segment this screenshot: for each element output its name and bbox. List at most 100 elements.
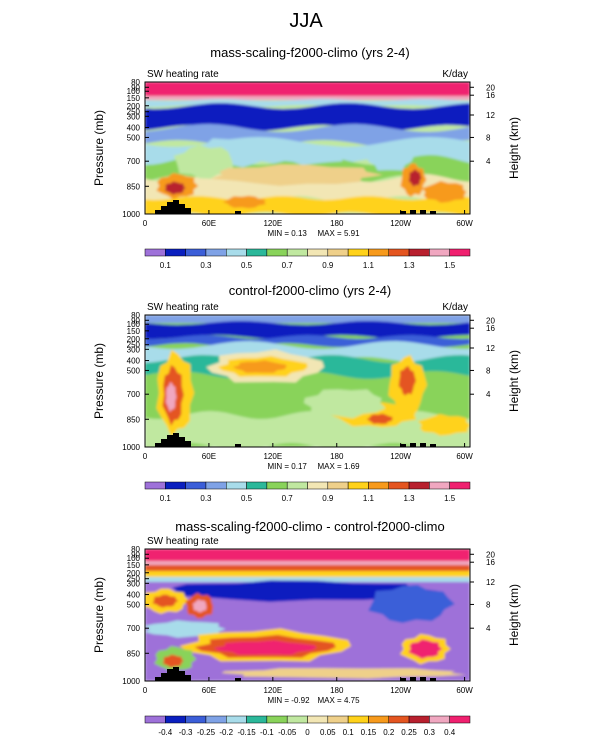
field-blob <box>164 181 186 195</box>
colorbar-swatch <box>388 715 410 724</box>
topography <box>400 444 406 447</box>
colorbar-swatch <box>144 715 166 724</box>
colorbar-swatch <box>429 481 450 490</box>
max-label: MAX = 4.75 <box>318 696 361 705</box>
pressure-tick-label: 250 <box>127 108 141 117</box>
lon-tick-label: 120E <box>263 452 282 461</box>
field-blob <box>271 143 349 165</box>
max-label: MAX = 1.69 <box>318 462 361 471</box>
lon-tick-label: 60E <box>202 452 216 461</box>
colorbar-swatch <box>185 248 207 257</box>
topography <box>430 211 436 214</box>
pressure-tick-label: 150 <box>127 561 141 570</box>
topography <box>235 678 241 681</box>
colorbar-swatch <box>449 248 471 257</box>
panel-1-title: mass-scaling-f2000-climo (yrs 2-4) <box>210 45 410 60</box>
height-tick-label: 12 <box>486 111 495 120</box>
height-tick-label: 8 <box>486 366 491 375</box>
pressure-tick-label: 250 <box>127 575 141 584</box>
colorbar-label: 0.5 <box>241 494 253 503</box>
colorbar-swatch <box>246 715 268 724</box>
colorbar-label: 0.05 <box>320 728 336 737</box>
topography <box>420 443 426 447</box>
topography <box>161 439 167 447</box>
height-tick-label: 12 <box>486 344 495 353</box>
topography <box>155 443 161 447</box>
colorbar-swatch <box>449 481 471 490</box>
colorbar-swatch <box>327 248 349 257</box>
panel-2-title: control-f2000-climo (yrs 2-4) <box>228 283 392 298</box>
colorbar-label: 1.1 <box>363 261 375 270</box>
colorbar: 0.1 0.3 0.5 0.7 0.9 1.1 1.3 1.5 <box>144 248 471 270</box>
topography <box>410 677 416 681</box>
plot-frame <box>144 548 471 682</box>
field-blob <box>366 413 393 424</box>
colorbar-swatch <box>429 248 450 257</box>
figure-title: JJA <box>289 10 323 32</box>
contour-field <box>145 82 470 214</box>
lon-tick-label: 180 <box>330 219 344 228</box>
field-blob <box>158 580 438 602</box>
field-blob <box>165 382 177 413</box>
colorbar-label: 1.1 <box>363 494 375 503</box>
colorbar-label: 0.25 <box>401 728 417 737</box>
pressure-tick-label: 1000 <box>122 443 140 452</box>
y2-axis-title: Height (km) <box>507 584 521 646</box>
colorbar-swatch <box>408 715 430 724</box>
colorbar-swatch <box>144 248 166 257</box>
pressure-tick-label: 400 <box>127 357 141 366</box>
field-blob <box>213 640 317 655</box>
field-band <box>145 174 470 204</box>
topography <box>235 444 241 447</box>
lon-tick-label: 120W <box>390 219 411 228</box>
min-label: MIN = -0.92 <box>268 696 311 705</box>
field-band <box>145 571 470 577</box>
panel-left-label: SW heating rate <box>147 302 219 313</box>
pressure-tick-label: 100 <box>127 320 141 329</box>
colorbar-swatch <box>205 481 227 490</box>
pressure-tick-label: 150 <box>127 94 141 103</box>
pressure-tick-label: 90 <box>131 550 140 559</box>
colorbar-swatch <box>286 248 308 257</box>
topography <box>161 206 167 214</box>
plot-frame <box>144 81 471 215</box>
panel-left-label: SW heating rate <box>147 536 219 547</box>
pressure-tick-label: 500 <box>127 366 141 375</box>
field-band <box>145 577 470 582</box>
colorbar-label: 0.3 <box>424 728 436 737</box>
panel-units: K/day <box>442 302 468 313</box>
topography <box>155 210 161 214</box>
colorbar-swatch <box>205 715 227 724</box>
lon-tick-label: 60W <box>456 219 473 228</box>
lon-tick-label: 120W <box>390 686 411 695</box>
colorbar-swatch <box>388 248 410 257</box>
pressure-tick-label: 90 <box>131 316 140 325</box>
colorbar: -0.4 -0.3 -0.25 -0.2 -0.15 -0.1 -0.05 0 0.05 0.1 0… <box>144 715 471 737</box>
height-tick-label: 12 <box>486 578 495 587</box>
pressure-tick-label: 850 <box>127 649 141 658</box>
colorbar-swatch <box>266 715 288 724</box>
colorbar-swatch <box>408 248 430 257</box>
colorbar-label: 0.9 <box>322 494 334 503</box>
topography <box>173 433 179 447</box>
field-blob <box>222 195 266 209</box>
pressure-tick-label: 500 <box>127 600 141 609</box>
colorbar-label: 0.1 <box>160 261 172 270</box>
colorbar-swatch <box>205 248 227 257</box>
colorbar-swatch <box>286 481 308 490</box>
topography <box>167 202 173 214</box>
colorbar-swatch <box>388 481 410 490</box>
topography <box>155 677 161 681</box>
pressure-tick-label: 400 <box>127 591 141 600</box>
min-label: MIN = 0.17 <box>268 462 308 471</box>
y2-axis-title: Height (km) <box>507 117 521 179</box>
colorbar-swatch <box>226 481 247 490</box>
pressure-tick-label: 400 <box>127 124 141 133</box>
panel-left-label: SW heating rate <box>147 69 219 80</box>
field-blob <box>210 164 383 186</box>
pressure-tick-label: 100 <box>127 554 141 563</box>
field-band <box>145 82 470 96</box>
height-tick-label: 16 <box>486 91 495 100</box>
topography <box>167 669 173 681</box>
colorbar-label: 1.5 <box>444 261 456 270</box>
